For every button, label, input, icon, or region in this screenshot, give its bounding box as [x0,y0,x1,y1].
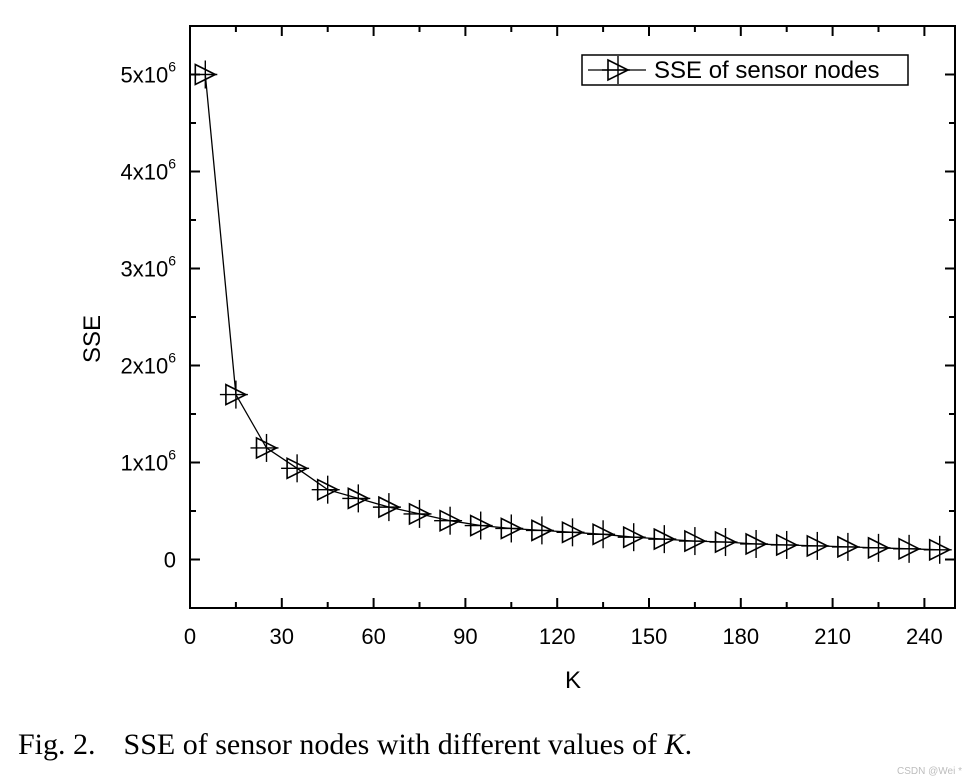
data-point [311,475,340,504]
data-point [709,528,738,557]
y-axis-ticks: 0 1x106 2x106 3x106 4x106 5x106 [120,25,955,609]
data-point [862,533,891,562]
caption-period: . [684,728,693,761]
y-axis-label: SSE [79,315,106,363]
data-point [189,60,218,89]
data-point [893,534,922,563]
chart: 0 30 60 90 120 150 180 210 240 0 1x106 2x106 3x106 4… [79,25,956,694]
series-line [204,74,940,551]
legend: SSE of sensor nodes [581,54,909,86]
y-tick-label: 1x106 [120,447,176,476]
x-tick-label: 150 [631,624,668,649]
data-point [770,530,799,559]
y-tick-label: 3x106 [120,253,176,282]
data-point [831,532,860,561]
x-tick-label: 60 [361,624,385,649]
x-axis-ticks: 0 30 60 90 120 150 180 210 240 [184,26,943,649]
y-tick-label: 4x106 [120,156,176,185]
data-point [219,380,248,409]
data-point [556,518,585,547]
data-point [250,433,279,462]
data-point [495,514,524,543]
data-point [648,525,677,554]
caption-italic-k: K [664,728,685,761]
data-point [434,506,463,535]
data-point [281,454,310,483]
data-point [801,531,830,560]
x-axis-label: K [565,667,581,694]
data-point [342,484,371,513]
figure-caption: Fig. 2. SSE of sensor nodes with differen… [18,728,692,762]
x-tick-label: 90 [453,624,477,649]
x-tick-label: 180 [722,624,759,649]
data-point [464,511,493,540]
data-point [740,529,769,558]
caption-text: SSE of sensor nodes with different value… [123,728,665,761]
data-point [525,516,554,545]
data-point [403,499,432,528]
data-point [617,523,646,552]
watermark: CSDN @Wei * [897,766,962,777]
x-tick-label: 120 [539,624,576,649]
y-tick-label: 0 [164,548,176,573]
x-tick-label: 0 [184,624,196,649]
data-point [587,520,616,549]
legend-label: SSE of sensor nodes [654,57,879,84]
series-group [189,60,952,564]
chart-svg: 0 30 60 90 120 150 180 210 240 0 1x106 2x106 3x106 4… [79,25,956,694]
data-point [923,535,952,564]
x-tick-label: 210 [814,624,851,649]
y-tick-label: 2x106 [120,350,176,379]
x-tick-label: 240 [906,624,943,649]
caption-label: Fig. 2. [18,728,96,761]
legend-marker [602,56,630,84]
y-tick-label: 5x106 [120,59,176,88]
data-point [678,527,707,556]
data-point [372,493,401,522]
x-tick-label: 30 [270,624,294,649]
